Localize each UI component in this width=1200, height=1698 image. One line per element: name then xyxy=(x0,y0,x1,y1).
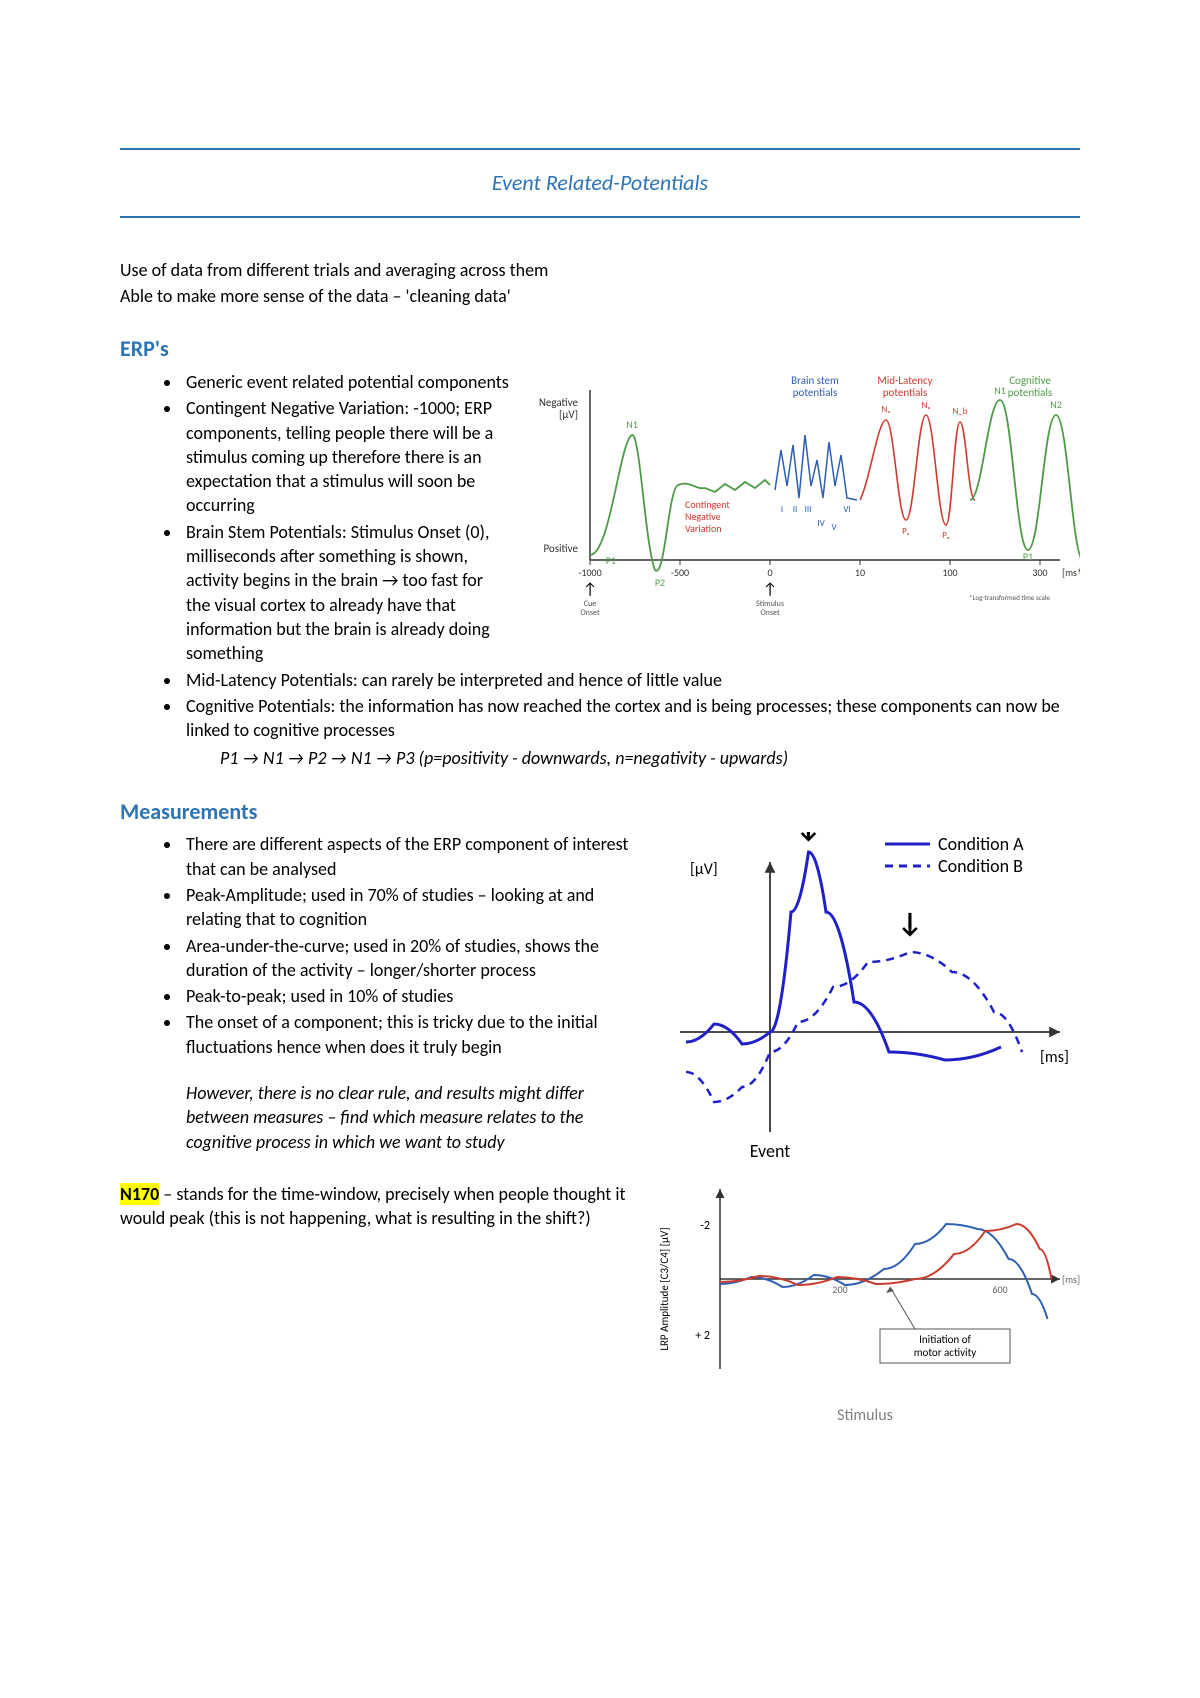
svg-text:P1: P1 xyxy=(1023,550,1033,563)
svg-text:300: 300 xyxy=(1032,566,1047,579)
svg-text:[ms]: [ms] xyxy=(1062,1273,1080,1286)
erp-schematic-chart: Negative[µV]Positive-1000-500010100300[m… xyxy=(520,370,1080,636)
svg-text:Onset: Onset xyxy=(580,608,600,618)
svg-text:Positive: Positive xyxy=(543,542,578,555)
svg-text:potentials: potentials xyxy=(883,386,928,399)
svg-text:Pₐ: Pₐ xyxy=(942,530,949,541)
svg-text:↑: ↑ xyxy=(763,580,777,599)
svg-text:N1: N1 xyxy=(994,384,1006,397)
svg-text:N1: N1 xyxy=(626,418,638,431)
svg-text:P2: P2 xyxy=(655,576,665,589)
measurements-note: However, there is no clear rule, and res… xyxy=(120,1081,600,1154)
intro-text: Use of data from different trials and av… xyxy=(120,258,1080,309)
erp-formula: P1 → N1 → P2 → N1 → P3 (p=positivity - d… xyxy=(120,746,1080,770)
svg-text:Onset: Onset xyxy=(760,608,780,618)
svg-text:N_b: N_b xyxy=(952,406,967,417)
svg-text:Condition A: Condition A xyxy=(938,833,1024,855)
svg-text:*Log-transformed time scale: *Log-transformed time scale xyxy=(969,593,1051,602)
svg-text:N2: N2 xyxy=(1050,398,1062,411)
erp-schematic-svg: Negative[µV]Positive-1000-500010100300[m… xyxy=(520,370,1080,630)
svg-text:10: 10 xyxy=(855,566,865,579)
svg-text:600: 600 xyxy=(992,1283,1007,1296)
svg-text:-500: -500 xyxy=(671,566,689,579)
svg-text:II: II xyxy=(793,504,798,515)
svg-text:Nₒ: Nₒ xyxy=(881,404,890,415)
svg-text:III: III xyxy=(805,504,812,515)
svg-text:IV: IV xyxy=(817,518,825,529)
svg-text:[µV]: [µV] xyxy=(559,408,578,421)
svg-text:100: 100 xyxy=(942,566,957,579)
title-block: Event Related-Potentials xyxy=(120,148,1080,218)
svg-text:LRP Amplitude [C3/C4] [µV]: LRP Amplitude [C3/C4] [µV] xyxy=(658,1227,671,1350)
measurements-heading: Measurements xyxy=(120,797,1080,827)
rule-bottom xyxy=(120,216,1080,218)
svg-text:↑: ↑ xyxy=(583,580,597,599)
svg-text:0: 0 xyxy=(767,566,772,579)
svg-text:[ms]: [ms] xyxy=(1040,1048,1069,1067)
list-item: Cognitive Potentials: the information ha… xyxy=(182,694,1080,743)
n170-label: N170 xyxy=(120,1183,159,1205)
svg-text:↓: ↓ xyxy=(897,905,922,940)
svg-text:I: I xyxy=(781,504,783,515)
svg-text:Nₐ: Nₐ xyxy=(922,400,931,411)
svg-text:Condition B: Condition B xyxy=(938,855,1023,877)
page-title: Event Related-Potentials xyxy=(120,158,1080,208)
svg-text:potentials: potentials xyxy=(793,386,838,399)
svg-text:-2: -2 xyxy=(700,1219,710,1233)
svg-text:V: V xyxy=(831,522,837,533)
measurements-section: Measurements [µV] [ms] Event Condition ACon… xyxy=(120,797,1080,1231)
svg-text:VI: VI xyxy=(843,504,850,515)
svg-text:[ms*]: [ms*] xyxy=(1062,566,1080,579)
erps-heading: ERP's xyxy=(120,334,1080,364)
condition-chart-svg: [µV] [ms] Event Condition ACondition B ↓ ↓ xyxy=(650,832,1080,1162)
svg-text:-1000: -1000 xyxy=(578,566,601,579)
svg-text:Initiation of: Initiation of xyxy=(919,1333,971,1346)
svg-text:+ 2: + 2 xyxy=(695,1329,710,1343)
svg-text:Variation: Variation xyxy=(685,522,721,535)
svg-text:P2: P2 xyxy=(1079,564,1080,577)
svg-text:P1: P1 xyxy=(606,554,616,567)
lrp-chart-svg: LRP Amplitude [C3/C4] [µV]-2+ 2200600[ms… xyxy=(650,1169,1080,1399)
rule-top xyxy=(120,148,1080,150)
svg-text:↓: ↓ xyxy=(796,832,821,845)
n170-text: – stands for the time-window, precisely … xyxy=(120,1183,626,1229)
svg-text:Pₒ: Pₒ xyxy=(902,526,910,537)
n170-paragraph: N170 – stands for the time-window, preci… xyxy=(120,1182,650,1231)
list-item: Mid-Latency Potentials: can rarely be in… xyxy=(182,668,1080,692)
lrp-caption: Stimulus xyxy=(650,1405,1080,1427)
intro-line: Use of data from different trials and av… xyxy=(120,258,1080,282)
intro-line: Able to make more sense of the data – 'c… xyxy=(120,284,1080,308)
svg-text:potentials: potentials xyxy=(1008,386,1053,399)
condition-chart: [µV] [ms] Event Condition ACondition B ↓ ↓ LR… xyxy=(650,832,1080,1426)
svg-text:[µV]: [µV] xyxy=(690,860,718,879)
svg-text:motor activity: motor activity xyxy=(914,1346,977,1359)
svg-text:Event: Event xyxy=(750,1140,791,1162)
erps-section: ERP's Negative[µV]Positive-1000-50001010… xyxy=(120,334,1080,770)
